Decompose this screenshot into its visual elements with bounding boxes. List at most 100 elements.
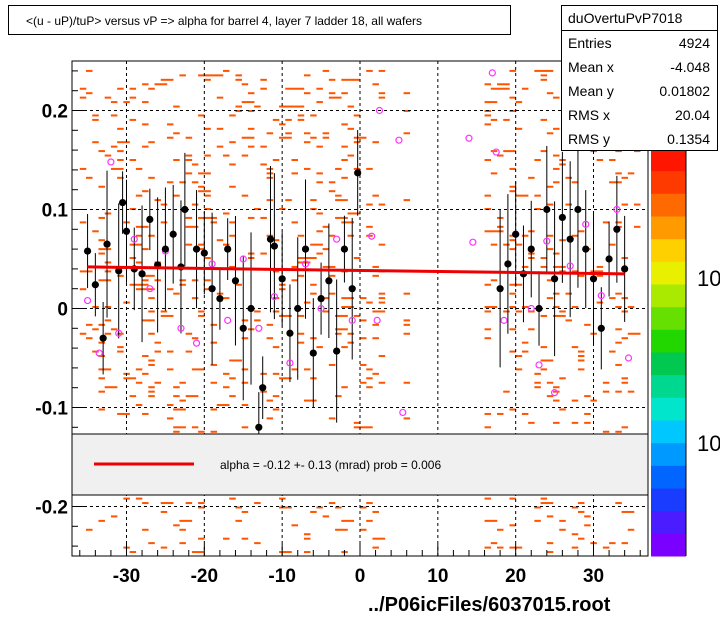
hist-cell	[378, 243, 386, 246]
hist-cell	[204, 172, 211, 175]
hist-cell	[571, 181, 579, 184]
hist-cell	[117, 127, 124, 130]
hist-cell	[366, 502, 373, 505]
hist-cell	[266, 399, 274, 402]
hist-cell	[484, 194, 492, 197]
hist-cell	[142, 248, 149, 251]
open-marker	[255, 324, 263, 332]
hist-cell	[92, 230, 99, 233]
hist-cell	[142, 274, 149, 277]
hist-cell	[515, 368, 523, 371]
hist-cell	[521, 234, 529, 237]
hist-cell	[235, 519, 242, 522]
palette-label-lower: 10	[697, 431, 720, 456]
profile-point	[574, 205, 582, 214]
hist-cell	[142, 101, 149, 104]
hist-cell	[503, 310, 510, 313]
hist-cell	[185, 136, 193, 139]
profile-point	[83, 247, 92, 255]
hist-cell	[328, 96, 336, 99]
hist-cell	[553, 306, 560, 309]
hist-cell	[204, 190, 211, 193]
hist-cell	[204, 257, 211, 260]
hist-cell	[303, 533, 311, 536]
hist-cell	[378, 355, 386, 358]
hist-cell	[328, 190, 336, 193]
hist-cell	[204, 194, 211, 197]
hist-cell	[615, 181, 622, 184]
hist-cell	[148, 87, 155, 90]
hist-cell	[546, 92, 554, 95]
hist-cell	[241, 537, 249, 540]
profile-point	[146, 215, 154, 223]
hist-cell	[577, 350, 585, 353]
hist-cell	[179, 381, 186, 384]
hist-cell	[148, 234, 155, 237]
stats-value: -4.048	[670, 59, 710, 75]
hist-cell	[210, 341, 218, 344]
hist-cell	[104, 319, 112, 322]
hist-cell	[403, 319, 411, 322]
hist-cell	[353, 212, 361, 215]
legend-text: alpha = -0.12 +- 0.13 (mrad) prob = 0.00…	[220, 458, 441, 472]
hist-cell	[104, 279, 112, 282]
hist-cell	[577, 537, 585, 540]
hist-cell	[173, 132, 180, 135]
hist-cell	[366, 519, 373, 522]
hist-cell	[303, 399, 311, 402]
hist-cell	[291, 368, 299, 371]
hist-cell	[123, 412, 130, 415]
hist-cell	[129, 159, 137, 162]
hist-cell	[341, 78, 348, 81]
hist-cell	[135, 368, 143, 371]
open-marker	[224, 316, 232, 324]
hist-cell	[540, 346, 548, 349]
hist-cell	[235, 110, 242, 113]
hist-cell	[142, 83, 149, 86]
hist-cell	[254, 105, 261, 108]
hist-cell	[372, 194, 379, 197]
hist-cell	[528, 421, 535, 424]
hist-cell	[210, 408, 218, 411]
hist-cell	[98, 377, 105, 380]
hist-cell	[490, 172, 498, 175]
hist-cell	[546, 132, 554, 135]
hist-cell	[291, 221, 299, 224]
hist-cell	[521, 265, 529, 268]
hist-cell	[297, 341, 305, 344]
open-markers	[83, 69, 633, 417]
hist-cell	[86, 69, 93, 72]
hist-cell	[484, 546, 492, 549]
hist-cell	[615, 292, 622, 295]
hist-cell	[341, 306, 348, 309]
hist-cell	[565, 319, 572, 322]
stats-header: duOvertuPvP7018	[562, 6, 717, 31]
hist-cell	[303, 261, 311, 264]
hist-cell	[173, 105, 180, 108]
hist-cell	[279, 497, 286, 500]
hist-cell	[86, 337, 93, 340]
hist-cell	[571, 546, 579, 549]
hist-cell	[117, 167, 124, 170]
open-marker	[465, 134, 473, 142]
hist-cell	[615, 502, 622, 505]
hist-cell	[360, 381, 367, 384]
palette-swatch	[651, 510, 686, 534]
stats-row-mean-y: Mean y 0.01802	[562, 79, 717, 103]
hist-cell	[515, 101, 523, 104]
hist-cell	[223, 212, 230, 215]
hist-cell	[353, 426, 361, 429]
hist-cell	[609, 243, 616, 246]
hist-cell	[540, 118, 548, 121]
x-tick-label: 30	[583, 566, 604, 587]
hist-cell	[160, 310, 168, 313]
hist-cell	[142, 279, 149, 282]
hist-cell	[92, 141, 99, 144]
hist-cell	[98, 355, 105, 358]
hist-cell	[534, 159, 541, 162]
hist-cell	[223, 297, 230, 300]
hist-cell	[615, 328, 622, 331]
hist-cell	[335, 199, 342, 202]
hist-cell	[160, 546, 168, 549]
hist-cell	[148, 288, 155, 291]
